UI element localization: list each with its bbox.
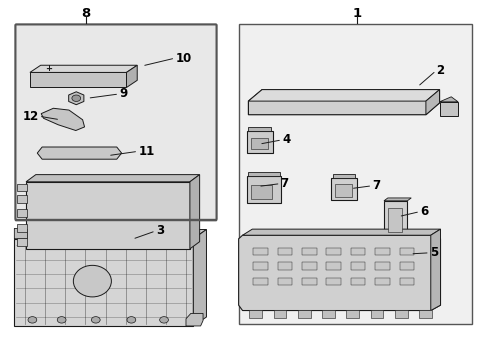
Bar [326, 248, 340, 255]
Bar [334, 184, 351, 197]
Bar [374, 262, 389, 270]
Circle shape [127, 317, 136, 323]
Bar [297, 310, 310, 318]
Circle shape [28, 317, 37, 323]
Text: 7: 7 [371, 179, 380, 192]
Polygon shape [439, 97, 457, 102]
Polygon shape [242, 229, 440, 235]
Bar [15, 24, 216, 220]
Polygon shape [383, 198, 410, 201]
Circle shape [57, 317, 66, 323]
Polygon shape [399, 246, 419, 249]
Bar [251, 185, 271, 199]
Polygon shape [189, 175, 199, 249]
Circle shape [91, 317, 100, 323]
Text: 10: 10 [175, 51, 191, 64]
Text: 3: 3 [156, 224, 163, 238]
Polygon shape [439, 102, 457, 116]
Bar [15, 24, 216, 220]
Bar [350, 278, 365, 285]
Polygon shape [246, 176, 281, 203]
Polygon shape [430, 229, 440, 311]
Polygon shape [330, 178, 356, 200]
Polygon shape [14, 228, 27, 239]
Bar [350, 262, 365, 270]
Polygon shape [26, 175, 199, 182]
Bar [399, 278, 413, 285]
Polygon shape [248, 127, 271, 131]
Bar [277, 278, 292, 285]
Bar [302, 278, 316, 285]
Polygon shape [68, 92, 84, 105]
Polygon shape [383, 201, 407, 235]
Bar [253, 278, 267, 285]
Polygon shape [30, 72, 126, 87]
Bar [17, 224, 26, 231]
Bar [418, 310, 431, 318]
Bar [326, 262, 340, 270]
Bar [238, 24, 471, 324]
Polygon shape [193, 229, 206, 326]
Bar [302, 248, 316, 255]
Bar [17, 184, 26, 192]
Text: 6: 6 [419, 205, 427, 218]
Polygon shape [248, 90, 439, 101]
Text: 4: 4 [282, 133, 290, 146]
Circle shape [159, 317, 168, 323]
Circle shape [72, 95, 81, 102]
Text: +: + [45, 64, 52, 73]
Bar [387, 208, 402, 232]
Bar [253, 262, 267, 270]
Bar [346, 310, 358, 318]
Bar [273, 310, 285, 318]
Polygon shape [126, 65, 137, 87]
Text: 9: 9 [119, 87, 127, 100]
Polygon shape [14, 229, 206, 239]
Polygon shape [398, 249, 420, 259]
Polygon shape [14, 239, 193, 326]
Text: 12: 12 [22, 110, 39, 123]
Bar [302, 262, 316, 270]
Bar [277, 248, 292, 255]
Polygon shape [246, 131, 272, 153]
Text: 8: 8 [81, 8, 90, 21]
Polygon shape [41, 108, 84, 131]
Bar [399, 262, 413, 270]
Bar [277, 262, 292, 270]
Text: 2: 2 [435, 64, 443, 77]
Bar [17, 210, 26, 217]
Polygon shape [332, 174, 354, 178]
Ellipse shape [73, 265, 111, 297]
Bar [251, 138, 267, 149]
Text: 11: 11 [138, 145, 154, 158]
Bar [17, 195, 26, 203]
Polygon shape [185, 314, 203, 326]
Bar [15, 24, 216, 220]
Bar [17, 238, 26, 246]
Bar [15, 24, 216, 220]
Polygon shape [248, 90, 439, 115]
Text: 7: 7 [280, 177, 288, 190]
Bar [253, 248, 267, 255]
Bar [322, 310, 334, 318]
Text: 5: 5 [429, 246, 437, 259]
Bar [370, 310, 383, 318]
Bar [399, 248, 413, 255]
Bar [249, 310, 262, 318]
Polygon shape [238, 235, 440, 311]
Polygon shape [425, 90, 439, 115]
Bar [350, 248, 365, 255]
Polygon shape [248, 172, 279, 176]
Bar [326, 278, 340, 285]
Bar [374, 248, 389, 255]
Bar [15, 24, 216, 220]
Text: 1: 1 [351, 8, 361, 21]
Polygon shape [26, 182, 189, 249]
Bar [394, 310, 407, 318]
Bar [374, 278, 389, 285]
Polygon shape [37, 147, 122, 159]
Polygon shape [30, 65, 137, 72]
